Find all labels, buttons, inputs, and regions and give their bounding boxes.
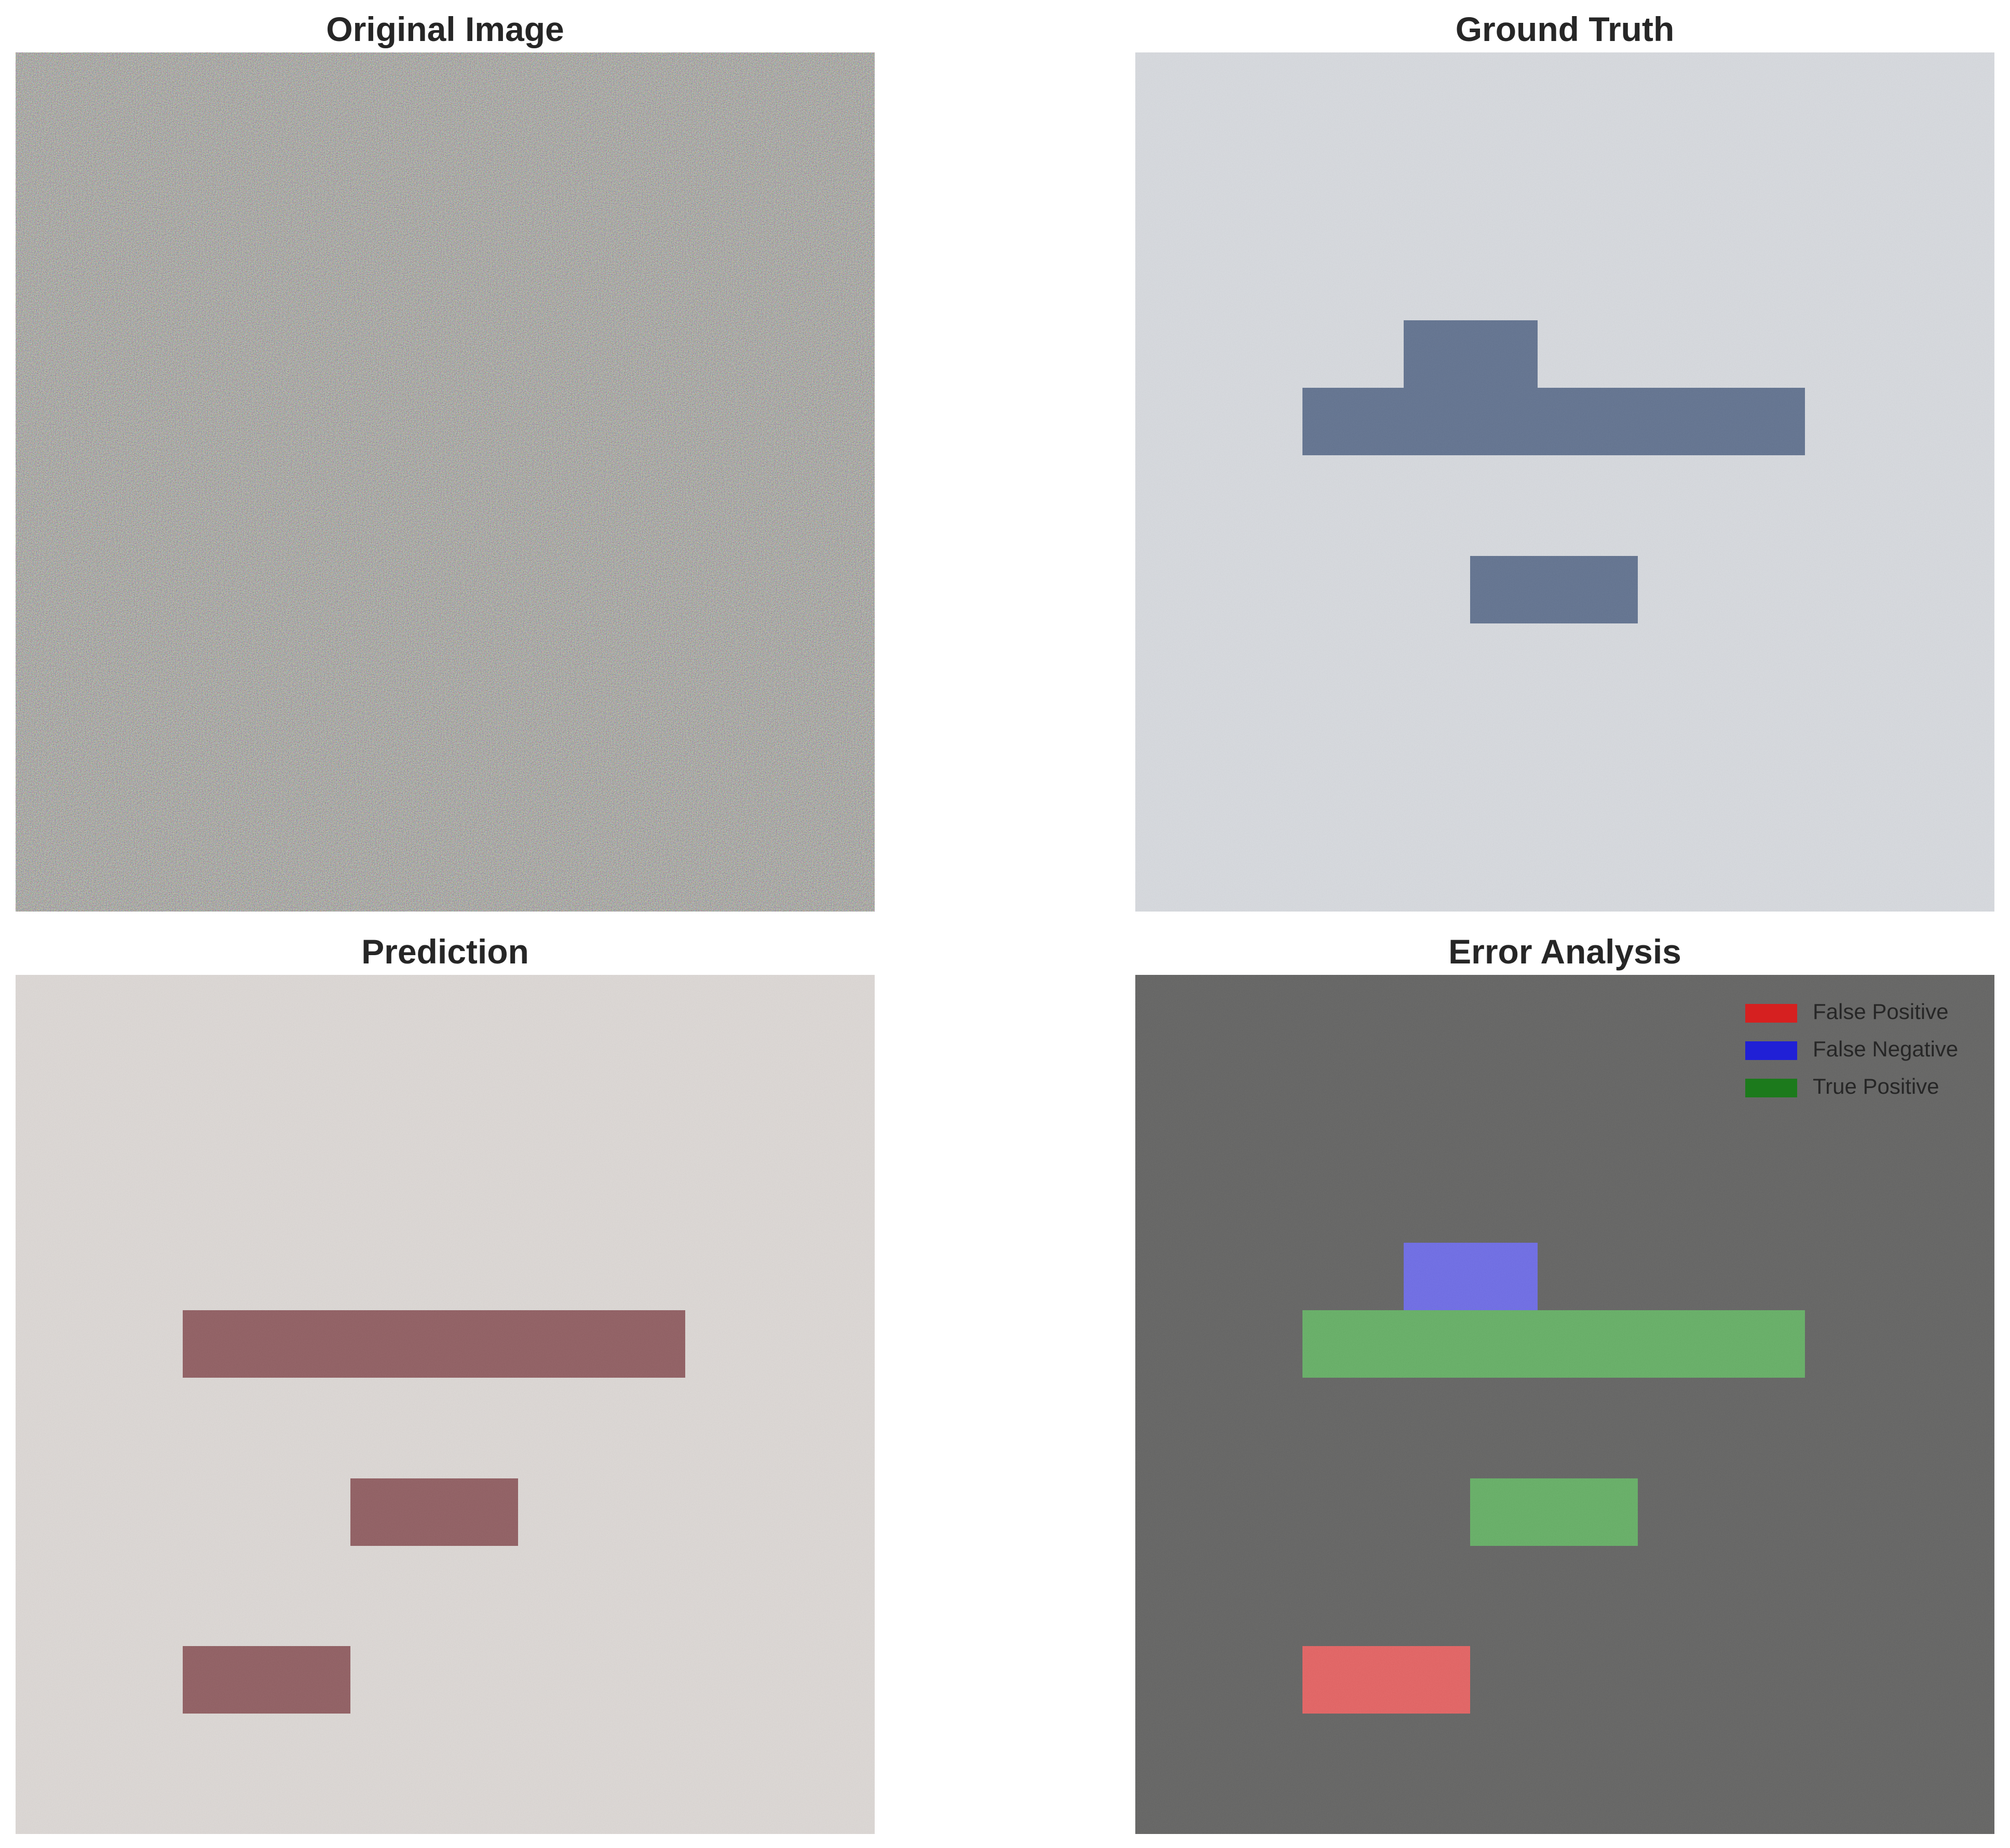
error-analysis-map	[1135, 975, 1994, 1834]
error-legend: False Positive False Negative True Posit…	[1738, 994, 1982, 1106]
false-negative-swatch	[1745, 1041, 1797, 1060]
true-positive-swatch	[1745, 1079, 1797, 1097]
legend-item: True Positive	[1738, 1068, 1982, 1106]
error-analysis-title: Error Analysis	[1448, 932, 1681, 971]
prediction-mask	[16, 975, 875, 1834]
original-image-noise	[16, 52, 875, 912]
false-positive-swatch	[1745, 1004, 1797, 1023]
ground-truth-mask	[1135, 52, 1994, 912]
legend-item: False Negative	[1738, 1031, 1982, 1068]
legend-label: False Negative	[1813, 1037, 1959, 1061]
original-image-panel	[16, 52, 875, 912]
legend-label: False Positive	[1813, 999, 1949, 1024]
legend-label: True Positive	[1813, 1074, 1939, 1098]
prediction-title: Prediction	[361, 932, 529, 971]
prediction-panel	[16, 975, 875, 1834]
ground-truth-panel	[1135, 52, 1994, 912]
legend-item: False Positive	[1738, 994, 1982, 1031]
ground-truth-title: Ground Truth	[1455, 10, 1675, 48]
original-image-title: Original Image	[326, 10, 564, 48]
error-analysis-panel: False Positive False Negative True Posit…	[1135, 975, 1994, 1834]
